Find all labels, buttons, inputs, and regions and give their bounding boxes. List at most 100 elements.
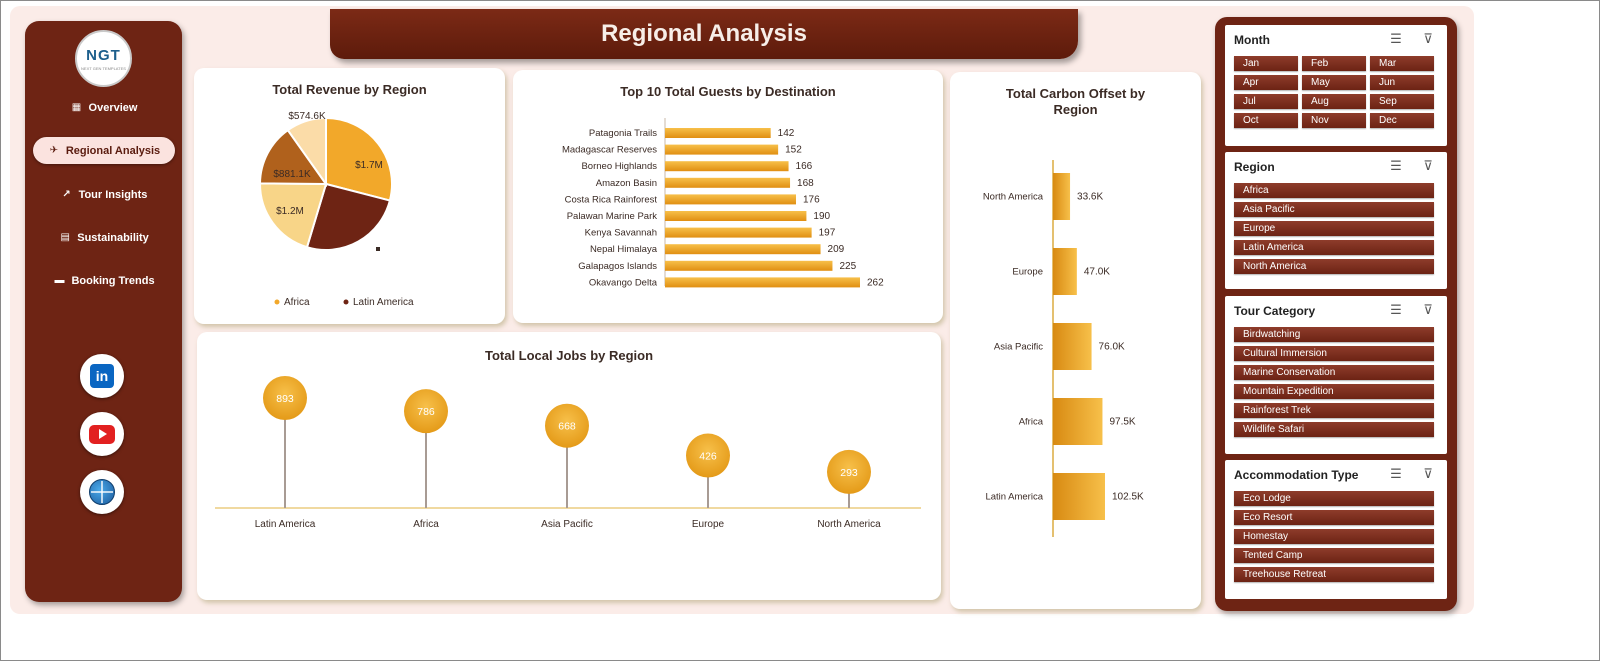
sidebar-item-sustainability[interactable]: ▤ Sustainability bbox=[33, 224, 175, 251]
guests-bar-chart: Patagonia Trails 142 Madagascar Reserves 15… bbox=[562, 118, 884, 288]
pie-slice bbox=[286, 116, 327, 188]
clear-filter-icon[interactable]: ⊽ bbox=[1423, 158, 1433, 173]
slicer-item[interactable]: Eco Resort bbox=[1234, 510, 1434, 525]
carbon-value-label: 47.0K bbox=[1084, 267, 1110, 278]
clear-filter-icon[interactable]: ⊽ bbox=[1423, 302, 1433, 317]
multi-select-icon[interactable]: ☰ bbox=[1390, 31, 1402, 46]
slicer-item[interactable]: Jul bbox=[1234, 94, 1298, 109]
carbon-category-label: North America bbox=[983, 192, 1044, 203]
multi-select-icon[interactable]: ☰ bbox=[1390, 466, 1402, 481]
slicer-item[interactable]: Latin America bbox=[1234, 240, 1434, 255]
jobs-lollipop-chart: 893 Latin America 786 Africa 668 Asia Pacific… bbox=[215, 376, 921, 530]
pie-slice bbox=[325, 116, 393, 202]
carbon-category-label: Africa bbox=[1019, 417, 1044, 428]
multi-select-icon[interactable]: ☰ bbox=[1390, 302, 1402, 317]
slicer-tools: ☰ ⊽ bbox=[1387, 465, 1437, 483]
linkedin-button[interactable]: in bbox=[80, 354, 124, 398]
pie-marker bbox=[376, 247, 380, 251]
slicer-item[interactable]: Africa bbox=[1234, 183, 1434, 198]
slicer-title: Region bbox=[1234, 160, 1275, 174]
carbon-bar bbox=[1053, 398, 1103, 445]
website-button[interactable] bbox=[80, 470, 124, 514]
guests-bar bbox=[665, 227, 812, 238]
guests-category-label: Amazon Basin bbox=[596, 178, 657, 189]
pie-label: $574.6K bbox=[288, 111, 326, 122]
slicer-item[interactable]: Feb bbox=[1302, 56, 1366, 71]
slicer-item[interactable]: Apr bbox=[1234, 75, 1298, 90]
slicer-item[interactable]: Treehouse Retreat bbox=[1234, 567, 1434, 582]
pie-slice bbox=[258, 128, 328, 186]
clear-filter-icon[interactable]: ⊽ bbox=[1423, 466, 1433, 481]
slicer-item[interactable]: Mar bbox=[1370, 56, 1434, 71]
slicer-item[interactable]: Eco Lodge bbox=[1234, 491, 1434, 506]
slicer-item[interactable]: Europe bbox=[1234, 221, 1434, 236]
jobs-dot bbox=[404, 389, 448, 434]
carbon-chart-title: Total Carbon Offset by Region bbox=[1005, 86, 1146, 117]
guests-value-label: 197 bbox=[819, 228, 836, 239]
legend-swatch-latin-america bbox=[343, 299, 349, 305]
sidebar-item-overview[interactable]: ▦ Overview bbox=[33, 94, 175, 121]
sidebar-item-label: Booking Trends bbox=[71, 274, 155, 287]
carbon-bar-chart: North America 33.6K Europe 47.0K Asia Pacifi… bbox=[983, 160, 1144, 537]
legend-item-africa: Africa bbox=[284, 297, 310, 308]
slicer-item[interactable]: Nov bbox=[1302, 113, 1366, 128]
carbon-value-label: 76.0K bbox=[1099, 342, 1125, 353]
slicer-item[interactable]: Tented Camp bbox=[1234, 548, 1434, 563]
guests-bar bbox=[665, 211, 807, 221]
youtube-button[interactable] bbox=[80, 412, 124, 456]
slicer-tools: ☰ ⊽ bbox=[1387, 157, 1437, 175]
slicer-item[interactable]: Dec bbox=[1370, 113, 1434, 128]
revenue-card: Total Revenue by Region $1.7M $1.2M $881… bbox=[194, 68, 505, 324]
jobs-category-label: Asia Pacific bbox=[541, 519, 593, 530]
page-title: Regional Analysis bbox=[601, 20, 807, 47]
carbon-value-label: 97.5K bbox=[1109, 417, 1135, 428]
map-icon: ✈ bbox=[49, 145, 59, 156]
guests-value-label: 209 bbox=[828, 244, 845, 255]
slicer-item[interactable]: Sep bbox=[1370, 94, 1434, 109]
clear-filter-icon[interactable]: ⊽ bbox=[1423, 31, 1433, 46]
jobs-dot bbox=[686, 433, 730, 478]
slicer-item[interactable]: Cultural Immersion bbox=[1234, 346, 1434, 361]
guests-category-label: Madagascar Reserves bbox=[562, 145, 657, 156]
guests-card: Top 10 Total Guests by Destination Patag… bbox=[513, 70, 943, 323]
sidebar-item-booking-trends[interactable]: ▬ Booking Trends bbox=[33, 267, 175, 294]
sidebar-item-label: Regional Analysis bbox=[65, 144, 161, 157]
multi-select-icon[interactable]: ☰ bbox=[1390, 158, 1402, 173]
guests-bar bbox=[665, 244, 821, 255]
slicer-item[interactable]: Wildlife Safari bbox=[1234, 422, 1434, 437]
slicer-item[interactable]: Jun bbox=[1370, 75, 1434, 90]
jobs-category-label: North America bbox=[817, 519, 881, 530]
slicer-item[interactable]: Jan bbox=[1234, 56, 1298, 71]
slicer-item[interactable]: Birdwatching bbox=[1234, 327, 1434, 342]
slicer-item[interactable]: Asia Pacific bbox=[1234, 202, 1434, 217]
slicer-item[interactable]: Homestay bbox=[1234, 529, 1434, 544]
slicer-item[interactable]: Oct bbox=[1234, 113, 1298, 128]
slicer-item[interactable]: Rainforest Trek bbox=[1234, 403, 1434, 418]
guests-bar bbox=[665, 144, 779, 155]
slicer-panel: Month ☰ ⊽ Jan Feb Mar Apr May Jun Jul Aug Sep Oct Nov… bbox=[1215, 17, 1457, 611]
sidebar-item-label: Sustainability bbox=[77, 231, 149, 244]
guests-category-label: Okavango Delta bbox=[589, 277, 658, 288]
slicer-item[interactable]: Aug bbox=[1302, 94, 1366, 109]
revenue-pie-chart: $1.7M $1.2M $881.1K $574.6K Africa Latin… bbox=[258, 111, 414, 308]
jobs-category-label: Europe bbox=[692, 519, 725, 530]
sidebar-item-label: Overview bbox=[88, 101, 138, 114]
guests-value-label: 176 bbox=[803, 194, 820, 205]
guests-value-label: 152 bbox=[785, 145, 802, 156]
region-slicer: Region ☰ ⊽ Africa Asia Pacific Europe Latin Am… bbox=[1225, 152, 1447, 289]
sidebar-item-regional-analysis[interactable]: ✈ Regional Analysis bbox=[33, 137, 175, 164]
guests-value-label: 225 bbox=[839, 261, 856, 272]
slicer-tools: ☰ ⊽ bbox=[1387, 301, 1437, 319]
guests-value-label: 190 bbox=[813, 211, 830, 222]
clipboard-icon: ▤ bbox=[60, 232, 70, 243]
slicer-item[interactable]: Mountain Expedition bbox=[1234, 384, 1434, 399]
slicer-item[interactable]: May bbox=[1302, 75, 1366, 90]
chart-icon: ▦ bbox=[71, 102, 82, 113]
slicer-item[interactable]: North America bbox=[1234, 259, 1434, 274]
title-banner: Regional Analysis bbox=[330, 9, 1078, 59]
guests-chart-title: Top 10 Total Guests by Destination bbox=[620, 84, 836, 99]
jobs-dot bbox=[827, 449, 871, 494]
sidebar-item-tour-insights[interactable]: ↗ Tour Insights bbox=[33, 181, 175, 208]
slicer-item[interactable]: Marine Conservation bbox=[1234, 365, 1434, 380]
